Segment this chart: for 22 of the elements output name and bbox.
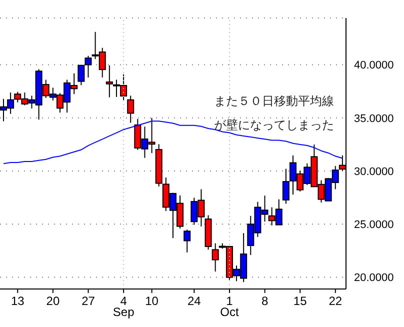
- x-tick-label: 15: [293, 294, 308, 308]
- candlestick: [184, 229, 191, 253]
- y-tick-label: 25.0000: [354, 219, 394, 232]
- x-tick-label: 8: [261, 294, 268, 308]
- x-tick-label: 27: [82, 294, 96, 308]
- candlestick: [106, 64, 113, 98]
- candlestick: [127, 95, 134, 124]
- y-tick-label: 40.0000: [354, 60, 394, 72]
- x-tick-label: 13: [10, 294, 25, 308]
- annotation: が壁になってしまった: [214, 117, 334, 134]
- line-series: [3, 120, 343, 164]
- x-tick-label: 22: [328, 294, 342, 308]
- x-tick-label: 1 Oct: [220, 294, 240, 319]
- annotation: また５０日移動平均線: [214, 93, 334, 110]
- candlestick: [212, 242, 219, 272]
- x-tick-label: 24: [188, 294, 202, 308]
- x-tick-label: 20: [46, 294, 60, 308]
- y-tick-label: 20.0000: [354, 272, 394, 284]
- x-tick-label: 10: [145, 294, 159, 308]
- y-tick-label: 35.0000: [354, 112, 394, 125]
- y-tick-label: 30.0000: [354, 166, 394, 178]
- x-tick-label: 4 Sep: [112, 294, 135, 319]
